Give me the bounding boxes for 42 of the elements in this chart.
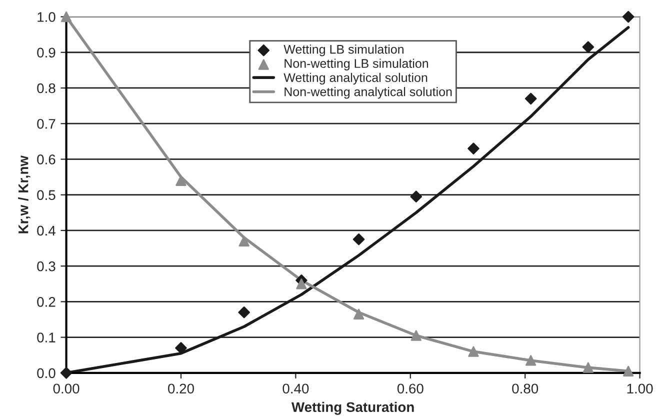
y-tick-label: 0.1 (37, 332, 56, 342)
y-tick-label: 0.0 (37, 368, 56, 378)
point (524, 92, 537, 105)
legend-label: Wetting analytical solution (284, 72, 428, 85)
point (238, 236, 250, 246)
x-tick-label: 0.40 (282, 384, 309, 394)
point (525, 355, 536, 366)
y-tick-label: 0.7 (37, 118, 56, 129)
x-tick-label: 0.60 (397, 384, 424, 394)
point (468, 142, 480, 154)
point (582, 41, 594, 53)
point (176, 175, 186, 186)
y-tick-label: 0.3 (37, 261, 56, 272)
x-axis-title: Wetting Saturation (291, 402, 414, 415)
y-tick-label: 0.6 (37, 154, 56, 164)
point (238, 306, 250, 318)
point (622, 366, 634, 376)
y-tick-label: 0.5 (37, 190, 56, 200)
point (352, 233, 365, 246)
point (60, 11, 72, 22)
point (175, 342, 187, 354)
y-tick-label: 0.4 (37, 226, 56, 236)
y-tick-label: 1.0 (38, 12, 56, 22)
x-tick-label: 1.00 (627, 384, 653, 394)
x-tick-label: 0.20 (168, 384, 194, 394)
point (622, 10, 634, 23)
y-axis-title: Kr,w / Kr,nw (18, 155, 30, 234)
y-tick-label: 0.2 (37, 297, 56, 307)
legend-label: Wetting LB simulation (284, 44, 404, 56)
point (353, 308, 364, 320)
point (296, 278, 307, 290)
point (410, 190, 422, 203)
point (60, 367, 72, 379)
legend-label: Non-wetting analytical solution (284, 87, 452, 99)
y-tick-label: 0.9 (37, 48, 56, 58)
legend-label: Non-wetting LB simulation (284, 58, 428, 70)
point (410, 330, 422, 341)
y-tick-label: 0.8 (37, 83, 56, 94)
x-tick-label: 0.00 (53, 384, 80, 394)
x-tick-label: 0.80 (512, 384, 538, 394)
point (582, 362, 594, 373)
point (468, 346, 479, 357)
